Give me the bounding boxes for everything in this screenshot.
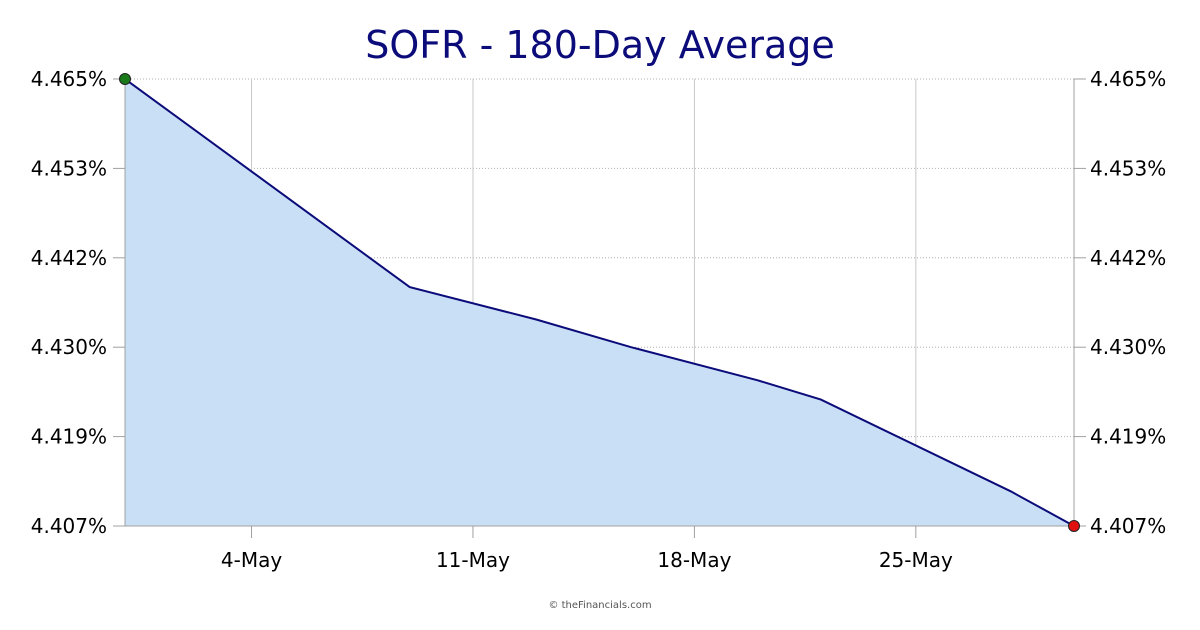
y-tick-label-left: 4.465% [31,67,107,91]
y-tick-label-right: 4.430% [1090,335,1166,359]
x-tick-label: 4-May [221,548,282,572]
y-tick-label-left: 4.407% [31,514,107,538]
start-point-marker [119,73,131,85]
y-tick-label-left: 4.453% [31,156,107,180]
x-tick-label: 18-May [657,548,731,572]
chart-title: SOFR - 180-Day Average [365,23,835,67]
series-area [125,79,1074,526]
x-tick-label: 11-May [436,548,510,572]
x-tick-label: 25-May [879,548,953,572]
tick-labels: 4.465% 4.465% 4.453% 4.453% 4.442% 4.442% 4.43… [31,67,1167,572]
series-line [124,78,1075,527]
end-point-marker [1068,520,1080,532]
y-tick-label-right: 4.419% [1090,425,1166,449]
y-tick-label-right: 4.465% [1090,67,1166,91]
y-tick-label-right: 4.453% [1090,156,1166,180]
y-tick-label-left: 4.442% [31,246,107,270]
y-tick-label-left: 4.430% [31,335,107,359]
credit-text: © theFinancials.com [548,600,651,611]
y-tick-label-right: 4.407% [1090,514,1166,538]
endpoint-markers [119,73,1080,532]
y-tick-label-left: 4.419% [31,425,107,449]
y-tick-label-right: 4.442% [1090,246,1166,270]
